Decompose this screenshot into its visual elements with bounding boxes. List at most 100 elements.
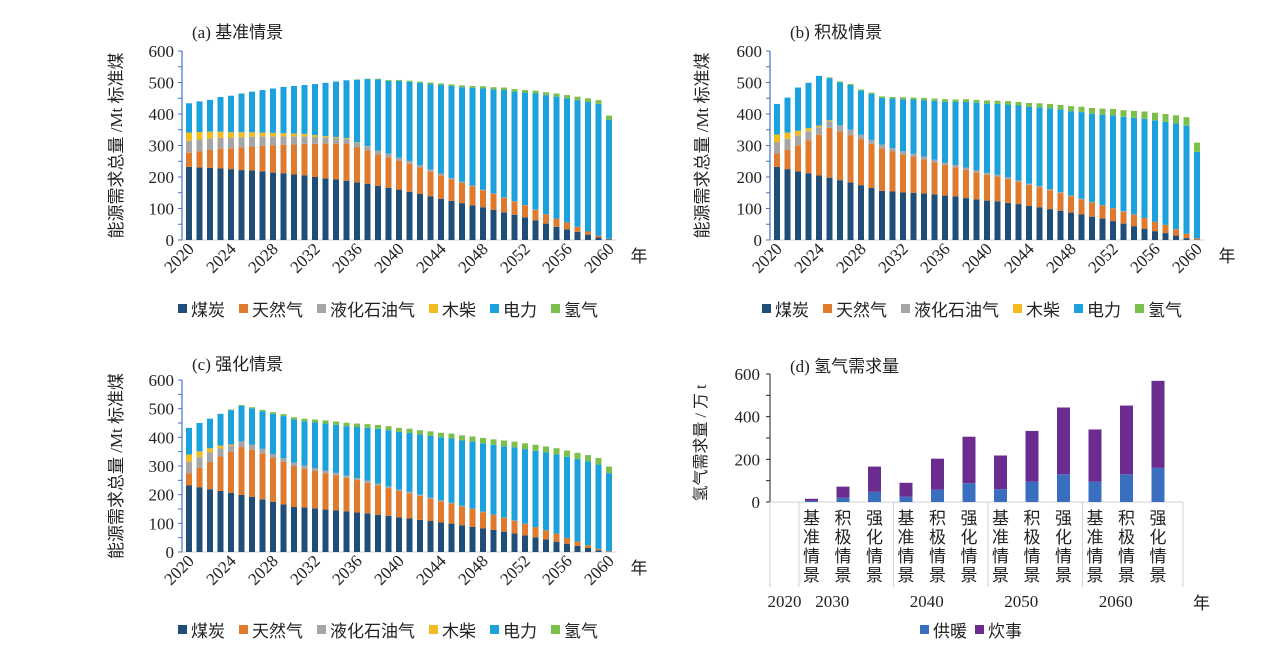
legend-label: 木柴: [1026, 296, 1060, 321]
y-tick-label: 600: [735, 365, 761, 384]
group-label: 2050: [1004, 592, 1038, 611]
bar-segment-电力: [270, 88, 276, 132]
bar-segment-天然气: [1005, 179, 1011, 203]
legend-label: 炊事: [988, 617, 1022, 642]
bar-segment-液化石油气: [1089, 202, 1095, 203]
bar-segment-天然气: [575, 227, 581, 232]
bar-segment-液化石油气: [344, 139, 350, 144]
bar-segment-氢气: [585, 98, 591, 102]
x-tick-label: 2048: [454, 551, 491, 588]
bar-segment-氢气: [533, 445, 539, 451]
bar-segment-天然气: [795, 145, 801, 171]
legend-swatch: [920, 625, 929, 634]
bar-segment-煤炭: [396, 190, 402, 240]
bar-segment-液化石油气: [270, 136, 276, 145]
bar-segment-电力: [197, 101, 203, 132]
bar-segment-氢气: [491, 439, 497, 444]
bar-segment-电力: [785, 98, 791, 133]
bar-segment-液化石油气: [795, 135, 801, 145]
bar-segment-天然气: [407, 493, 413, 518]
bar-segment-氢气: [554, 94, 560, 97]
bar-segment-氢气: [396, 80, 402, 81]
bar-segment-氢气: [449, 84, 455, 86]
x-tick-label: 2060: [580, 239, 617, 276]
bar-segment-氢气: [375, 79, 381, 80]
bar-segment-电力: [270, 414, 276, 454]
category-label-char: 情: [1024, 547, 1041, 566]
bar-segment-煤炭: [1068, 213, 1074, 240]
legend-swatch: [1013, 304, 1022, 313]
bar-segment-电力: [323, 424, 329, 471]
bar-segment-电力: [512, 447, 518, 520]
bar-segment-煤炭: [1058, 211, 1064, 240]
bar-segment-氢气: [386, 80, 392, 81]
bar-segment-液化石油气: [407, 492, 413, 493]
bar-segment-煤炭: [270, 173, 276, 240]
bar-segment-煤炭: [375, 515, 381, 552]
bar-segment-氢气: [470, 86, 476, 88]
bar-segment-氢气: [281, 414, 287, 416]
bar-segment-电力: [554, 454, 560, 533]
legend-swatch: [317, 304, 326, 313]
bar-segment-供暖: [1057, 474, 1070, 502]
bar-segment-液化石油气: [312, 137, 318, 144]
bar-segment-煤炭: [438, 522, 444, 552]
bar-segment-木柴: [207, 132, 213, 139]
bar-segment-液化石油气: [932, 160, 938, 163]
y-tick-label: 200: [737, 168, 763, 187]
bar-segment-煤炭: [218, 491, 224, 552]
bar-segment-煤炭: [197, 487, 203, 552]
bar-segment-木柴: [207, 448, 213, 452]
x-tick-label: 2036: [916, 239, 953, 276]
bar-segment-炊事: [931, 459, 944, 490]
category-label-char: 基: [992, 509, 1009, 528]
bar-segment-煤炭: [375, 186, 381, 240]
bar-segment-天然气: [417, 496, 423, 520]
category-label-char: 积: [1118, 509, 1135, 528]
bar-segment-天然气: [407, 164, 413, 192]
bar-segment-天然气: [1037, 187, 1043, 207]
bar-segment-木柴: [827, 120, 833, 121]
bar-segment-液化石油气: [344, 475, 350, 477]
bar-segment-氢气: [491, 87, 497, 89]
legend-c: 煤炭天然气液化石油气木柴电力氢气: [178, 617, 598, 642]
bar-segment-电力: [1016, 105, 1022, 180]
bar-segment-电力: [806, 83, 812, 128]
bar-segment-电力: [207, 419, 213, 449]
bar-segment-天然气: [186, 153, 192, 167]
bar-segment-液化石油气: [354, 143, 360, 147]
bar-segment-供暖: [1026, 482, 1039, 502]
legend-label: 煤炭: [191, 296, 225, 321]
bar-segment-煤炭: [606, 239, 612, 240]
y-tick-label: 600: [737, 42, 763, 61]
x-tick-label: 2040: [370, 551, 407, 588]
bar-segment-氢气: [890, 97, 896, 99]
bar-segment-煤炭: [869, 188, 875, 240]
bar-segment-天然气: [900, 154, 906, 192]
bar-segment-天然气: [1047, 190, 1053, 209]
bar-segment-煤炭: [396, 517, 402, 552]
bar-segment-氢气: [995, 101, 1001, 104]
legend-item: 木柴: [429, 617, 476, 642]
y-tick-label: 300: [149, 457, 175, 476]
bar-segment-天然气: [1184, 234, 1190, 238]
bar-segment-煤炭: [1142, 229, 1148, 240]
category-label-char: 景: [1055, 566, 1072, 585]
bar-segment-煤炭: [480, 207, 486, 240]
bar-segment-电力: [596, 465, 602, 549]
bar-segment-木柴: [291, 134, 297, 137]
bar-segment-液化石油气: [963, 168, 969, 170]
bar-segment-供暖: [1120, 474, 1133, 502]
bar-segment-天然气: [312, 144, 318, 177]
bar-segment-液化石油气: [323, 471, 329, 474]
bar-segment-液化石油气: [449, 503, 455, 504]
bar-segment-煤炭: [281, 173, 287, 240]
bar-segment-天然气: [1163, 225, 1169, 233]
bar-segment-天然气: [974, 172, 980, 199]
bar-segment-氢气: [323, 420, 329, 423]
legend-label: 液化石油气: [330, 617, 415, 642]
bar-segment-煤炭: [522, 217, 528, 240]
y-tick-label: 600: [149, 42, 175, 61]
bar-segment-氢气: [1152, 113, 1158, 121]
